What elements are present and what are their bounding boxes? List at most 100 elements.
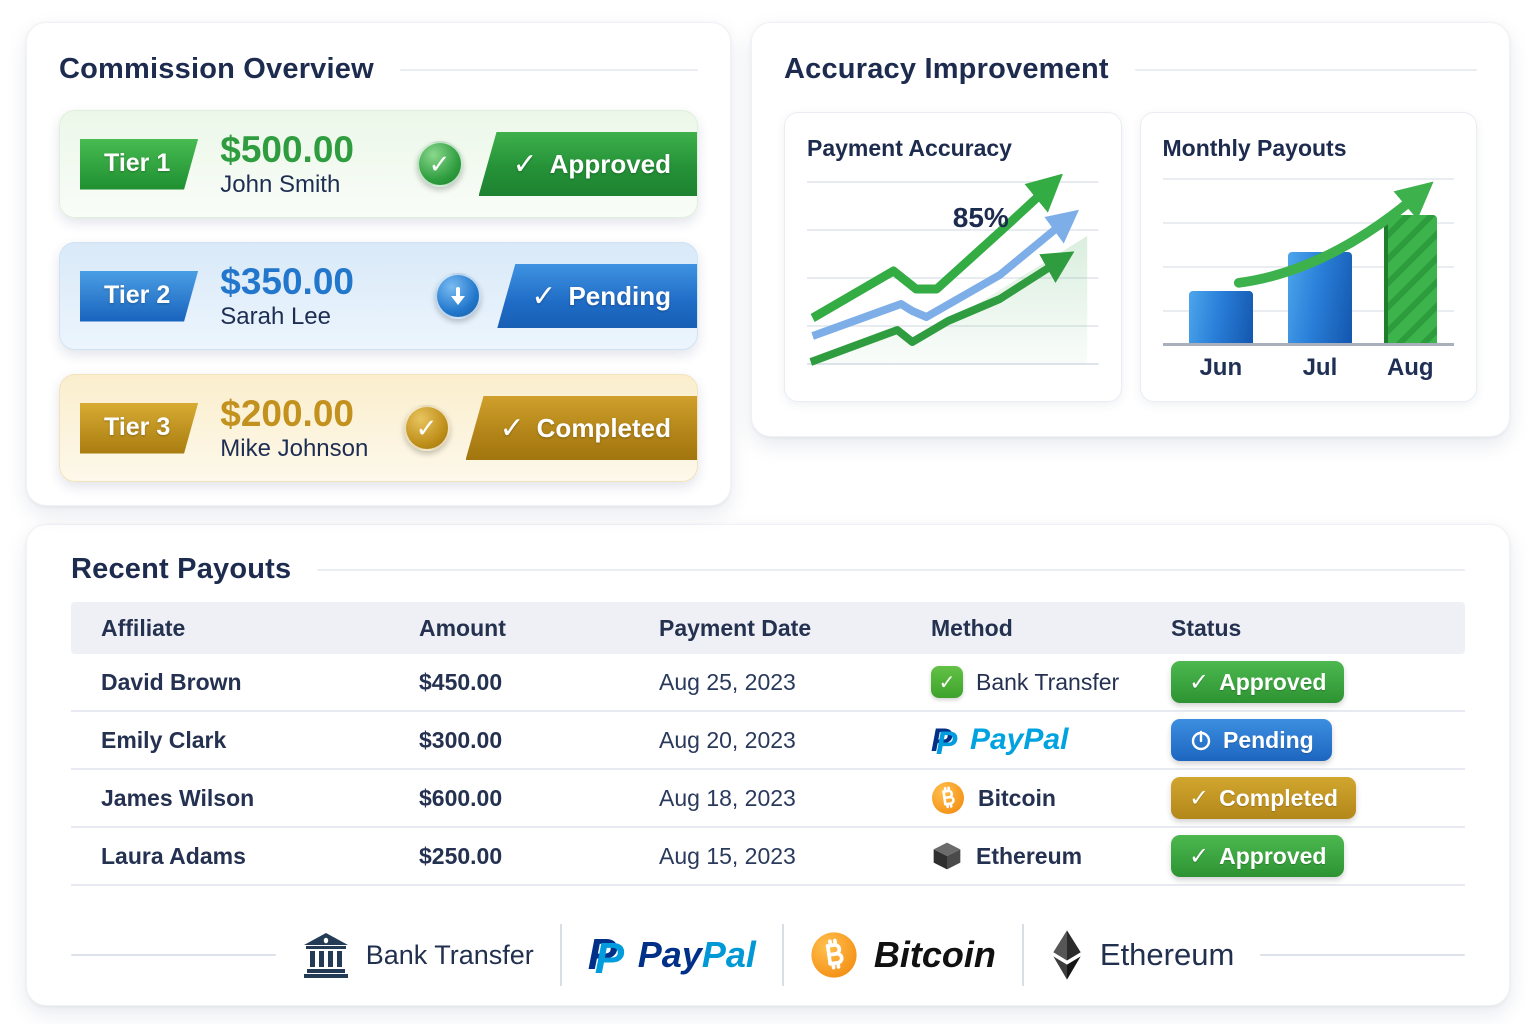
accuracy-title: Accuracy Improvement: [784, 53, 1109, 85]
status-cell: ✓ Approved: [1171, 661, 1453, 703]
payment-accuracy-card: Payment Accuracy: [784, 112, 1122, 402]
tier2-main: $350.00 Sarah Lee: [220, 261, 354, 331]
tier3-name: Mike Johnson: [220, 435, 369, 463]
footer-vertical-divider: [1021, 924, 1024, 986]
col-amount: Amount: [419, 614, 506, 641]
tier3-badge: Tier 3: [80, 402, 199, 454]
status-label: Pending: [1223, 726, 1314, 753]
status-badge[interactable]: ✓ Approved: [1171, 661, 1345, 703]
label-jul: Jul: [1302, 354, 1338, 381]
tier1-status-label: Approved: [549, 148, 671, 179]
table-header: Affiliate Amount Payment Date Method Sta…: [71, 602, 1465, 654]
commission-overview-card: Commission Overview Tier 1 $500.00 John …: [26, 22, 731, 506]
tier3-main: $200.00 Mike Johnson: [220, 393, 368, 463]
bitcoin-icon: [932, 782, 964, 814]
footer-ethereum: Ethereum: [1050, 929, 1234, 981]
tier1-status-group: ✓ ✓ Approved: [416, 111, 697, 217]
table-row: David Brown $450.00 Aug 25, 2023 ✓ Bank …: [71, 654, 1465, 712]
col-payment-date: Payment Date: [659, 614, 812, 641]
tier-row-3: Tier 3 $200.00 Mike Johnson ✓ ✓ Complete…: [59, 374, 698, 482]
status-badge[interactable]: Pending: [1171, 719, 1332, 761]
check-circle-icon: ✓: [403, 405, 450, 451]
label-jun: Jun: [1199, 354, 1243, 381]
tier2-name: Sarah Lee: [220, 303, 332, 331]
accuracy-percentage-label: 85%: [952, 202, 1009, 233]
top-row: Commission Overview Tier 1 $500.00 John …: [26, 22, 1510, 506]
tier-row-2: Tier 2 $350.00 Sarah Lee ✓ Pending: [59, 242, 698, 350]
recent-payouts-card: Recent Payouts Affiliate Amount Payment …: [26, 524, 1510, 1006]
status-badge[interactable]: ✓ Completed: [1171, 777, 1356, 819]
tier1-badge: Tier 1: [80, 138, 199, 190]
payouts-table: Affiliate Amount Payment Date Method Sta…: [71, 602, 1465, 886]
payouts-title: Recent Payouts: [71, 553, 292, 585]
check-icon: ✓: [499, 411, 525, 445]
footer-bank-label: Bank Transfer: [365, 939, 534, 970]
payment-date: Aug 18, 2023: [659, 784, 796, 811]
tier2-status-group: ✓ Pending: [435, 243, 697, 349]
payment-date: Aug 25, 2023: [659, 668, 796, 695]
payment-accuracy-title: Payment Accuracy: [807, 135, 1012, 161]
affiliate-name: James Wilson: [101, 784, 255, 811]
status-cell: Pending: [1171, 719, 1453, 761]
accuracy-subcards: Payment Accuracy: [784, 112, 1477, 402]
tier3-status-ribbon[interactable]: ✓ Completed: [465, 396, 697, 460]
payment-date: Aug 15, 2023: [659, 842, 796, 869]
commission-title-row: Commission Overview: [59, 53, 698, 86]
accuracy-title-row: Accuracy Improvement: [784, 53, 1477, 86]
status-badge[interactable]: ✓ Approved: [1171, 835, 1345, 877]
line-chart-svg: [807, 174, 1099, 366]
accuracy-improvement-card: Accuracy Improvement Payment Accuracy: [751, 22, 1510, 437]
footer-ethereum-label: Ethereum: [1099, 937, 1235, 972]
method-label: PayPal: [970, 723, 1069, 756]
payment-accuracy-chart: 85%: [807, 174, 1099, 374]
table-row: James Wilson $600.00 Aug 18, 2023: [71, 770, 1465, 828]
bar-aug: [1384, 214, 1437, 343]
check-icon: ✓: [1189, 668, 1210, 696]
footer-paypal-label: PayPal: [637, 934, 756, 975]
tier1-status-ribbon[interactable]: ✓ Approved: [478, 132, 697, 196]
check-icon: ✓: [531, 279, 557, 313]
footer-bitcoin: Bitcoin: [810, 931, 996, 979]
method-label: Ethereum: [976, 842, 1083, 869]
monthly-payouts-card: Monthly Payouts: [1139, 112, 1477, 402]
ethereum-diamond-icon: [1053, 930, 1081, 980]
bitcoin-icon: [811, 932, 857, 978]
status-label: Approved: [1219, 842, 1327, 869]
monthly-payouts-chart: [1162, 174, 1454, 346]
title-divider: [317, 568, 1465, 571]
footer-vertical-divider: [781, 924, 784, 986]
growth-arrow-icon: [1233, 181, 1434, 288]
status-label: Approved: [1219, 668, 1327, 695]
clock-icon: [1191, 730, 1211, 751]
method-label: Bank Transfer: [976, 668, 1120, 695]
footer-divider-line: [71, 954, 276, 956]
payout-amount: $250.00: [419, 842, 503, 869]
label-aug: Aug: [1386, 354, 1434, 381]
table-row: Laura Adams $250.00 Aug 15, 2023 Ethereu…: [71, 828, 1465, 886]
check-icon: ✓: [1189, 784, 1210, 812]
tier2-status-label: Pending: [568, 280, 671, 311]
col-method: Method: [931, 614, 1013, 641]
tier3-amount: $200.00: [220, 392, 354, 434]
status-cell: ✓ Approved: [1171, 835, 1453, 877]
status-cell: ✓ Completed: [1171, 777, 1453, 819]
footer-divider-line: [1260, 954, 1465, 956]
bank-check-icon: ✓: [931, 666, 963, 698]
check-circle-icon: ✓: [416, 141, 463, 187]
down-arrow-circle-icon: [435, 273, 482, 319]
col-status: Status: [1171, 614, 1242, 641]
tier2-status-ribbon[interactable]: ✓ Pending: [497, 264, 697, 328]
monthly-payouts-title: Monthly Payouts: [1162, 135, 1347, 161]
title-divider: [1134, 68, 1477, 71]
tier1-name: John Smith: [220, 171, 341, 199]
method-label: Bitcoin: [978, 784, 1056, 811]
tier3-status-label: Completed: [536, 412, 671, 443]
bar-labels: Jun Jul Aug: [1163, 354, 1455, 390]
payment-date: Aug 20, 2023: [659, 726, 796, 753]
tier1-main: $500.00 John Smith: [220, 129, 354, 199]
